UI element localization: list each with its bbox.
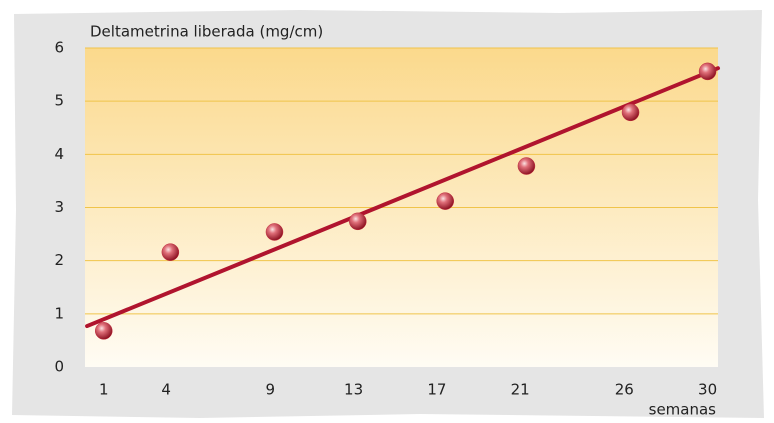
point: [436, 192, 454, 210]
x-tick-label: 21: [511, 381, 530, 399]
point: [265, 223, 284, 241]
y-tick-label: 2: [54, 251, 64, 269]
x-tick-label: 13: [344, 381, 363, 399]
x-tick-label: 4: [161, 381, 171, 399]
x-axis-label: semanas: [649, 401, 717, 419]
y-tick-label: 0: [54, 358, 64, 376]
y-tick-label: 5: [54, 92, 64, 110]
x-tick-label: 26: [615, 381, 634, 399]
y-tick-label: 6: [54, 39, 64, 57]
y-tick-label: 1: [54, 304, 64, 322]
y-axis-label: Deltametrina liberada (mg/cm): [90, 23, 323, 41]
x-tick-label: 9: [266, 381, 276, 399]
x-tick-label: 17: [427, 381, 446, 399]
x-tick-label: 1: [99, 381, 109, 399]
y-tick-label: 3: [54, 198, 64, 216]
x-tick-label: 30: [698, 381, 717, 399]
point: [621, 103, 640, 122]
trend-line: [85, 66, 720, 329]
y-tick-label: 4: [54, 145, 64, 163]
point: [698, 62, 717, 81]
point: [517, 157, 536, 175]
point: [161, 243, 180, 261]
point: [349, 212, 367, 231]
point: [94, 322, 113, 340]
